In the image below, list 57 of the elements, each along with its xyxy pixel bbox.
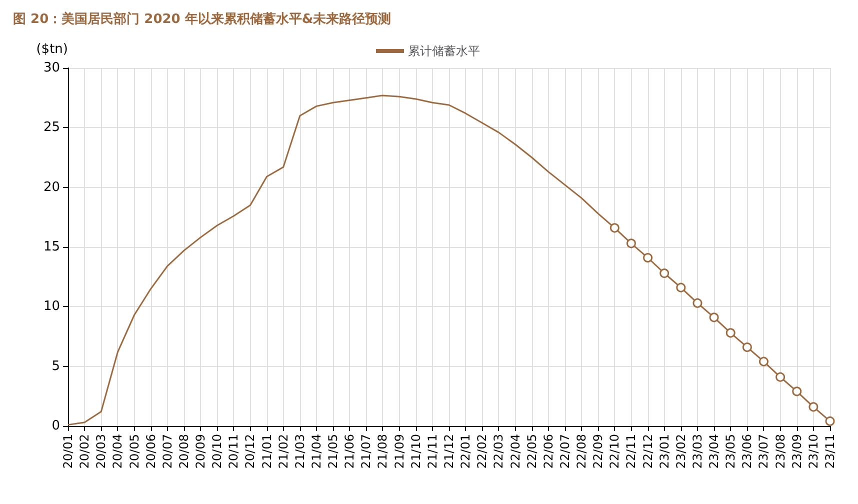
x-tick-label: 22/12 (640, 434, 655, 469)
x-tick-label: 20/01 (61, 434, 75, 469)
x-tick-label: 23/11 (823, 434, 837, 469)
x-tick-label: 20/03 (94, 434, 108, 469)
legend-label: 累计储蓄水平 (408, 44, 480, 58)
x-tick-label: 20/11 (226, 434, 241, 469)
x-tick-label: 20/04 (110, 434, 125, 469)
x-tick-label: 23/10 (806, 434, 820, 469)
x-tick-label: 20/07 (160, 434, 174, 469)
x-tick-label: 20/10 (210, 434, 224, 469)
x-tick-label: 21/03 (292, 434, 307, 469)
x-tick-label: 22/06 (541, 434, 556, 469)
x-tick-label: 22/11 (624, 434, 638, 469)
y-tick-label: 5 (52, 358, 60, 374)
x-tick-label: 22/02 (475, 434, 490, 469)
y-tick-label: 15 (43, 240, 60, 254)
y-tick-label: 30 (43, 60, 60, 76)
x-tick-label: 21/02 (276, 434, 290, 469)
x-tick-label: 20/06 (144, 434, 158, 469)
x-tick-label: 21/09 (392, 434, 406, 469)
x-tick-label: 21/01 (260, 434, 274, 469)
x-tick-label: 22/05 (524, 434, 539, 469)
x-tick-label: 23/06 (740, 434, 754, 469)
x-tick-label: 21/08 (376, 434, 390, 469)
y-tick-label: 20 (43, 180, 60, 195)
x-tick-label: 22/07 (558, 434, 572, 469)
x-tick-label: 22/10 (608, 434, 622, 469)
x-tick-label: 23/05 (724, 434, 738, 469)
chart-title: 图 20：美国居民部门 2020 年以来累积储蓄水平&未来路径预测 (13, 11, 392, 27)
x-tick-label: 21/12 (442, 434, 456, 469)
x-tick-label: 22/04 (508, 434, 522, 469)
y-axis-title: ($tn) (36, 42, 68, 57)
x-tick-label: 21/04 (309, 434, 324, 469)
x-tick-label: 21/10 (408, 434, 423, 469)
x-tick-label: 20/08 (176, 434, 191, 469)
x-tick-label: 21/05 (326, 434, 340, 469)
x-tick-label: 23/01 (657, 434, 672, 469)
x-tick-label: 21/07 (359, 434, 374, 469)
x-tick-label: 23/03 (690, 434, 704, 469)
x-tick-label: 20/02 (78, 434, 92, 469)
x-tick-label: 20/09 (194, 434, 208, 469)
x-tick-label: 23/07 (756, 434, 771, 469)
y-tick-label: 25 (43, 120, 60, 136)
x-tick-label: 22/09 (591, 434, 606, 469)
x-tick-label: 21/06 (342, 434, 357, 469)
x-tick-label: 23/09 (790, 434, 804, 469)
x-tick-label: 23/04 (707, 434, 722, 469)
y-tick-label: 10 (43, 299, 60, 314)
x-tick-label: 23/02 (674, 434, 688, 469)
x-tick-label: 22/01 (458, 434, 473, 469)
x-tick-label: 20/12 (243, 434, 258, 469)
y-tick-label: 0 (52, 418, 60, 434)
x-tick-label: 22/03 (492, 434, 506, 469)
x-tick-label: 21/11 (425, 434, 440, 469)
x-tick-label: 22/08 (574, 434, 589, 469)
x-tick-label: 20/05 (127, 434, 142, 469)
x-tick-label: 23/08 (773, 434, 788, 469)
